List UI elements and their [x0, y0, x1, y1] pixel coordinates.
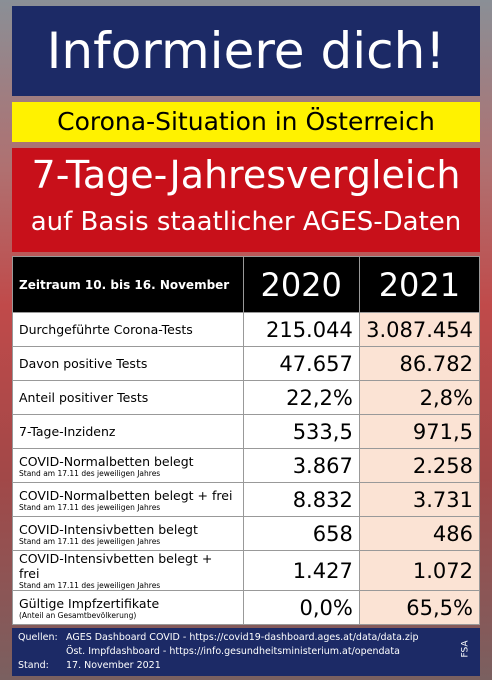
table: Zeitraum 10. bis 16. November 2020 2021 … — [12, 256, 481, 625]
source: AGES Dashboard COVID - https://covid19-d… — [66, 632, 419, 643]
row-note: Stand am 17.11 des jeweiligen Jahres — [19, 502, 161, 512]
value-2020: 47.657 — [242, 346, 360, 381]
row-label: COVID-Normalbetten belegt + frei — [19, 487, 233, 503]
column-header: 2021 — [358, 256, 481, 313]
table-row: Anteil positiver Tests 22,2% 2,8% — [12, 380, 481, 415]
table-row: Gültige Impfzertifikate (Anteil an Gesamt… — [12, 590, 481, 625]
row-label: 7-Tage-Inzidenz — [19, 424, 116, 439]
row-note: Stand am 17.11 des jeweiligen Jahres — [19, 536, 161, 546]
column-header: Zeitraum 10. bis 16. November — [12, 256, 244, 313]
value-2021: 86.782 — [358, 346, 481, 381]
table-row: COVID-Intensivbetten belegt + frei Stand … — [12, 550, 481, 591]
row-label-cell: COVID-Intensivbetten belegt Stand am 17.1… — [12, 516, 244, 551]
column-header: 2020 — [242, 256, 360, 313]
value-2021: 2,8% — [358, 380, 481, 415]
value-2020: 0,0% — [242, 590, 360, 625]
row-label: Gültige Impfzertifikate — [19, 595, 160, 611]
value-2021: 3.731 — [358, 482, 481, 517]
value-2020: 215.044 — [242, 312, 360, 347]
row-label: Davon positive Tests — [19, 356, 148, 371]
value-2020: 658 — [242, 516, 360, 551]
table-row: Davon positive Tests 47.657 86.782 — [12, 346, 481, 381]
table-row: 7-Tage-Inzidenz 533,5 971,5 — [12, 414, 481, 449]
value-2020: 22,2% — [242, 380, 360, 415]
row-label-cell: COVID-Intensivbetten belegt + frei Stand … — [12, 550, 244, 591]
row-label: COVID-Intensivbetten belegt + frei — [19, 551, 213, 581]
value-2021: 971,5 — [358, 414, 481, 449]
source-line: Öst. Impfdashboard - https://info.gesund… — [18, 645, 474, 659]
heading-box: 7-Tage-Jahresvergleich auf Basis staatli… — [12, 148, 480, 252]
source-line: Quellen: AGES Dashboard COVID - https://c… — [18, 631, 474, 645]
row-label-cell: COVID-Normalbetten belegt + frei Stand am… — [12, 482, 244, 517]
table-row: COVID-Intensivbetten belegt Stand am 17.1… — [12, 516, 481, 551]
row-label-cell: COVID-Normalbetten belegt Stand am 17.11 … — [12, 448, 244, 483]
sources-label: Quellen: — [18, 632, 58, 643]
subheading: auf Basis staatlicher AGES-Daten — [30, 207, 462, 237]
row-label: COVID-Normalbetten belegt — [19, 453, 194, 469]
value-2021: 2.258 — [358, 448, 481, 483]
row-label: COVID-Intensivbetten belegt — [19, 521, 198, 537]
row-label-cell: Davon positive Tests — [12, 346, 244, 381]
row-note: Stand am 17.11 des jeweiligen Jahres — [19, 468, 161, 478]
credit: FSA — [460, 640, 471, 658]
table-row: COVID-Normalbetten belegt Stand am 17.11 … — [12, 448, 481, 483]
value-2020: 1.427 — [242, 550, 360, 591]
title: Informiere dich! — [12, 6, 480, 96]
row-label-cell: 7-Tage-Inzidenz — [12, 414, 244, 449]
value-2020: 533,5 — [242, 414, 360, 449]
date: 17. November 2021 — [66, 660, 161, 671]
value-2021: 3.087.454 — [358, 312, 481, 347]
heading: 7-Tage-Jahresvergleich — [31, 153, 461, 197]
value-2020: 8.832 — [242, 482, 360, 517]
value-2021: 1.072 — [358, 550, 481, 591]
date-label: Stand: — [18, 660, 49, 671]
row-label: Anteil positiver Tests — [19, 390, 149, 405]
row-label-cell: Durchgeführte Corona-Tests — [12, 312, 244, 347]
row-note: Stand am 17.11 des jeweiligen Jahres — [19, 581, 161, 590]
row-label: Durchgeführte Corona-Tests — [19, 322, 193, 337]
table-row: Durchgeführte Corona-Tests 215.044 3.087.4… — [12, 312, 481, 347]
row-label-cell: Gültige Impfzertifikate (Anteil an Gesamt… — [12, 590, 244, 625]
row-label-cell: Anteil positiver Tests — [12, 380, 244, 415]
value-2020: 3.867 — [242, 448, 360, 483]
source: Öst. Impfdashboard - https://info.gesund… — [66, 646, 400, 657]
table-row: COVID-Normalbetten belegt + frei Stand am… — [12, 482, 481, 517]
footer: Quellen: AGES Dashboard COVID - https://c… — [12, 628, 480, 676]
subtitle: Corona-Situation in Österreich — [12, 102, 480, 142]
date-line: Stand: 17. November 2021 — [18, 659, 474, 673]
row-note: (Anteil an Gesamtbevölkerung) — [19, 610, 137, 620]
value-2021: 65,5% — [358, 590, 481, 625]
value-2021: 486 — [358, 516, 481, 551]
